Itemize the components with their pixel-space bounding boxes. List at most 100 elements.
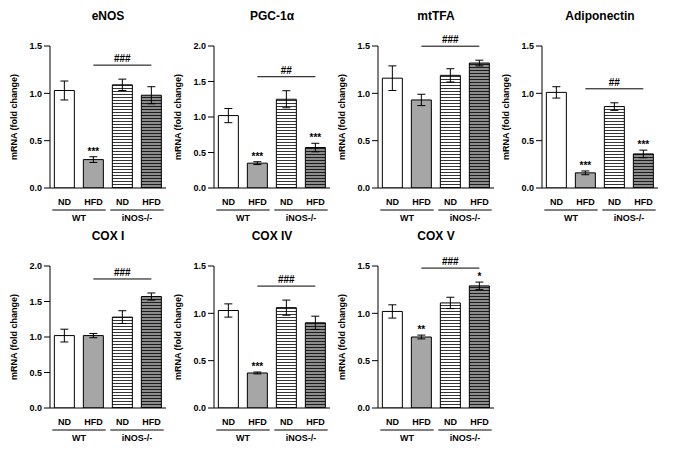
- svg-text:1.0: 1.0: [29, 89, 42, 99]
- svg-text:1.0: 1.0: [357, 89, 370, 99]
- svg-text:1.5: 1.5: [521, 41, 534, 51]
- svg-text:*: *: [477, 271, 481, 282]
- svg-text:##: ##: [281, 65, 293, 76]
- svg-text:WT: WT: [72, 213, 86, 223]
- svg-text:WT: WT: [236, 433, 250, 443]
- svg-text:HFD: HFD: [84, 197, 103, 207]
- svg-text:iNOS-/-: iNOS-/-: [286, 433, 317, 443]
- svg-text:HFD: HFD: [84, 417, 103, 427]
- svg-text:1.5: 1.5: [29, 297, 42, 307]
- svg-text:###: ###: [442, 34, 459, 45]
- svg-text:##: ##: [609, 77, 621, 88]
- svg-text:1.5: 1.5: [29, 41, 42, 51]
- svg-text:0.5: 0.5: [521, 136, 534, 146]
- svg-text:HFD: HFD: [470, 197, 489, 207]
- svg-text:iNOS-/-: iNOS-/-: [122, 213, 153, 223]
- html-text:mtTFA: mtTFA: [417, 9, 455, 23]
- svg-text:ND: ND: [58, 197, 71, 207]
- svg-text:HFD: HFD: [576, 197, 595, 207]
- svg-text:ND: ND: [222, 417, 235, 427]
- svg-text:0.5: 0.5: [357, 136, 370, 146]
- svg-text:1.0: 1.0: [29, 332, 42, 342]
- svg-text:***: ***: [252, 361, 264, 372]
- svg-text:1.0: 1.0: [357, 309, 370, 319]
- svg-text:1.0: 1.0: [193, 309, 206, 319]
- svg-text:WT: WT: [236, 213, 250, 223]
- svg-text:###: ###: [114, 53, 131, 64]
- html-text:COX IV: COX IV: [251, 229, 293, 243]
- svg-text:###: ###: [442, 256, 459, 267]
- svg-text:WT: WT: [400, 433, 414, 443]
- svg-text:HFD: HFD: [306, 197, 325, 207]
- svg-text:HFD: HFD: [248, 197, 267, 207]
- svg-text:0.0: 0.0: [357, 183, 370, 193]
- svg-text:1.0: 1.0: [521, 89, 534, 99]
- svg-text:1.0: 1.0: [193, 112, 206, 122]
- svg-text:mRNA (fold change): mRNA (fold change): [9, 74, 19, 160]
- svg-text:WT: WT: [72, 433, 86, 443]
- svg-text:ND: ND: [280, 197, 293, 207]
- svg-text:mRNA (fold change): mRNA (fold change): [501, 74, 511, 160]
- html-text:COX I: COX I: [91, 229, 125, 243]
- svg-text:0.5: 0.5: [193, 356, 206, 366]
- svg-text:ND: ND: [386, 417, 399, 427]
- svg-text:###: ###: [278, 274, 295, 285]
- svg-text:ND: ND: [116, 197, 129, 207]
- svg-text:0.0: 0.0: [193, 403, 206, 413]
- svg-text:HFD: HFD: [412, 197, 431, 207]
- svg-text:###: ###: [114, 267, 131, 278]
- svg-text:ND: ND: [386, 197, 399, 207]
- svg-text:***: ***: [88, 146, 100, 157]
- svg-text:***: ***: [580, 160, 592, 171]
- svg-text:2.0: 2.0: [193, 41, 206, 51]
- svg-text:mRNA (fold change): mRNA (fold change): [9, 294, 19, 380]
- svg-text:WT: WT: [400, 213, 414, 223]
- svg-text:WT: WT: [564, 213, 578, 223]
- svg-text:0.0: 0.0: [29, 403, 42, 413]
- svg-text:**: **: [417, 324, 425, 335]
- svg-text:***: ***: [310, 132, 322, 143]
- svg-text:iNOS-/-: iNOS-/-: [450, 213, 481, 223]
- svg-text:mRNA (fold change): mRNA (fold change): [337, 74, 347, 160]
- html-text:Adiponectin: Adiponectin: [565, 9, 635, 23]
- svg-text:0.5: 0.5: [193, 148, 206, 158]
- svg-text:iNOS-/-: iNOS-/-: [286, 213, 317, 223]
- svg-text:ND: ND: [608, 197, 621, 207]
- html-text:eNOS: eNOS: [91, 9, 125, 23]
- svg-text:ND: ND: [280, 417, 293, 427]
- svg-text:ND: ND: [58, 417, 71, 427]
- svg-text:iNOS-/-: iNOS-/-: [122, 433, 153, 443]
- svg-text:1.5: 1.5: [193, 77, 206, 87]
- svg-text:ND: ND: [116, 417, 129, 427]
- svg-text:0.5: 0.5: [29, 136, 42, 146]
- html-text:PGC-1α: PGC-1α: [250, 9, 294, 23]
- svg-text:***: ***: [252, 151, 264, 162]
- svg-text:HFD: HFD: [470, 417, 489, 427]
- svg-text:1.5: 1.5: [193, 261, 206, 271]
- svg-text:mRNA (fold change): mRNA (fold change): [173, 74, 183, 160]
- svg-text:mRNA (fold change): mRNA (fold change): [337, 294, 347, 380]
- svg-text:HFD: HFD: [248, 417, 267, 427]
- svg-text:HFD: HFD: [412, 417, 431, 427]
- svg-text:ND: ND: [222, 197, 235, 207]
- svg-text:1.5: 1.5: [357, 41, 370, 51]
- svg-text:0.0: 0.0: [357, 403, 370, 413]
- svg-text:2.0: 2.0: [29, 261, 42, 271]
- svg-text:mRNA (fold change): mRNA (fold change): [173, 294, 183, 380]
- svg-text:0.0: 0.0: [193, 183, 206, 193]
- svg-text:0.5: 0.5: [357, 356, 370, 366]
- svg-text:1.5: 1.5: [357, 261, 370, 271]
- svg-text:0.5: 0.5: [29, 368, 42, 378]
- svg-text:***: ***: [638, 139, 650, 150]
- svg-text:ND: ND: [444, 197, 457, 207]
- svg-text:ND: ND: [550, 197, 563, 207]
- svg-text:iNOS-/-: iNOS-/-: [614, 213, 645, 223]
- svg-text:HFD: HFD: [142, 417, 161, 427]
- svg-text:HFD: HFD: [142, 197, 161, 207]
- svg-text:ND: ND: [444, 417, 457, 427]
- svg-text:iNOS-/-: iNOS-/-: [450, 433, 481, 443]
- svg-text:HFD: HFD: [306, 417, 325, 427]
- svg-text:0.0: 0.0: [521, 183, 534, 193]
- svg-text:HFD: HFD: [634, 197, 653, 207]
- svg-text:0.0: 0.0: [29, 183, 42, 193]
